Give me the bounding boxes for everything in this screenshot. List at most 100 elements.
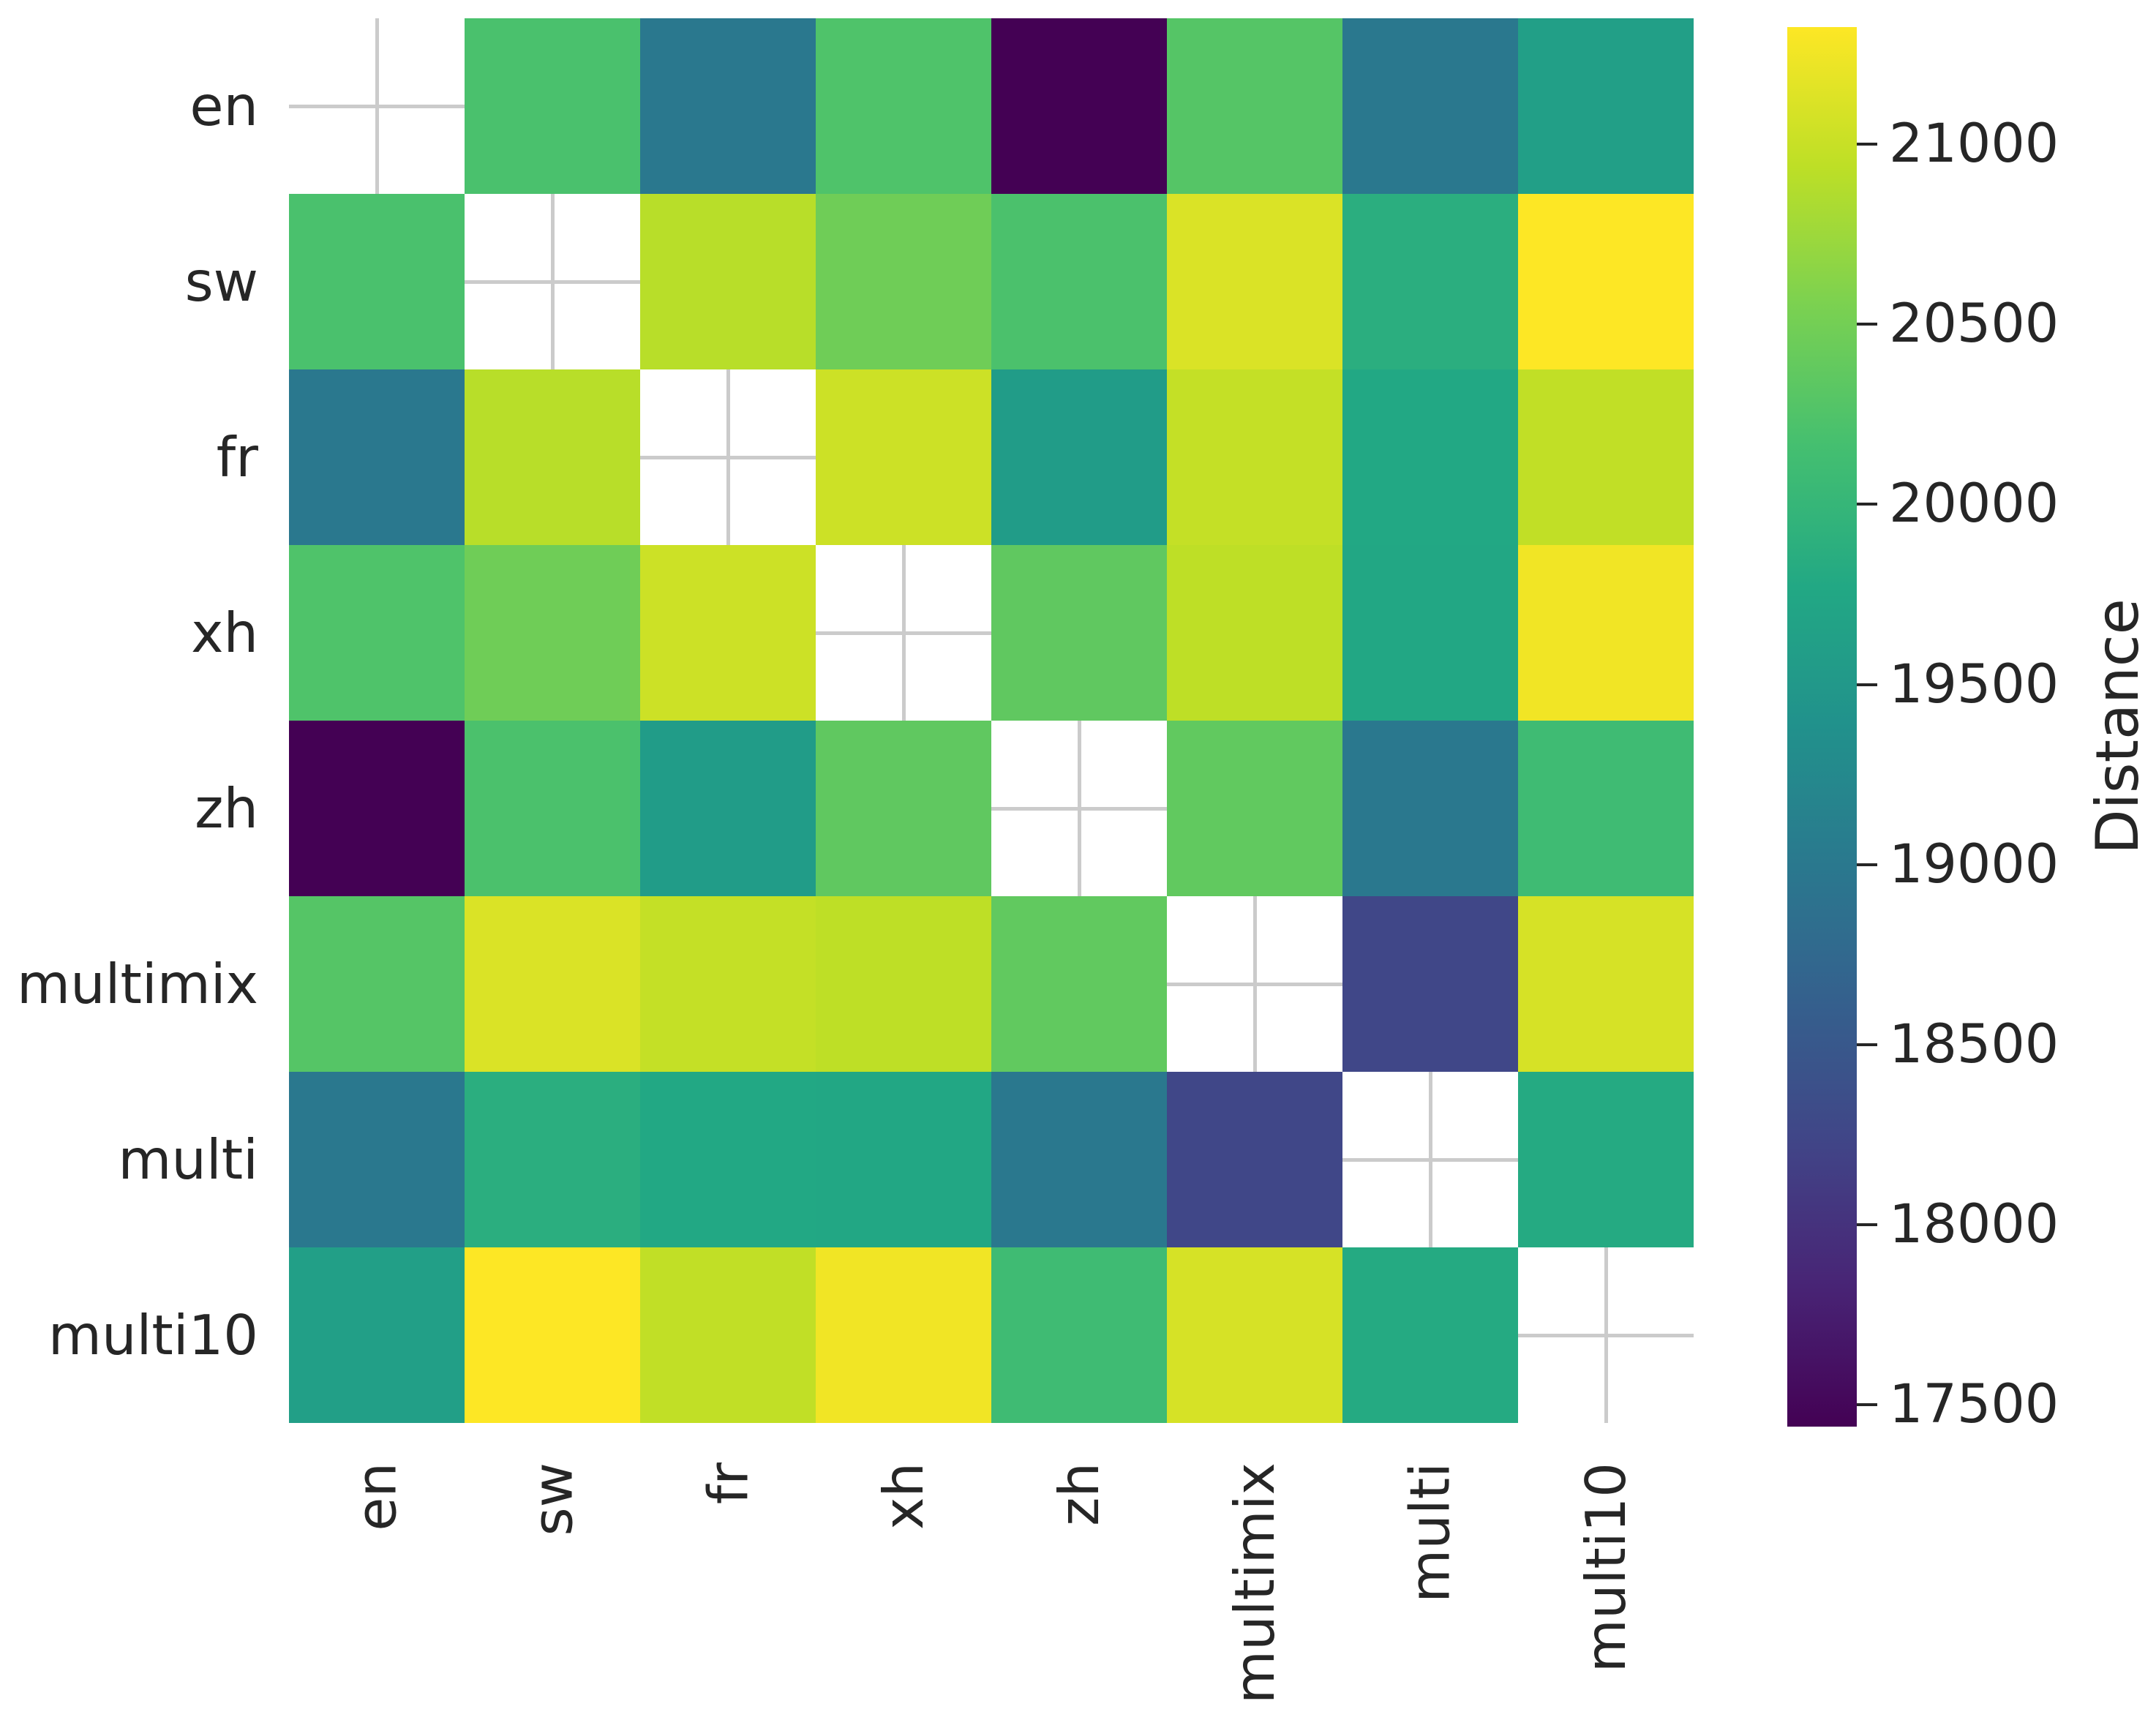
x-label-multimix: multimix	[1222, 1462, 1287, 1704]
cell-multi-zh	[991, 1072, 1167, 1247]
cell-fr-sw	[465, 369, 640, 545]
cell-zh-sw	[465, 721, 640, 896]
cell-sw-multi10	[1518, 194, 1694, 369]
y-label-xh: xh	[191, 601, 258, 665]
colorbar-axis-label: Distance	[2084, 598, 2152, 855]
colorbar-tick-label-19000: 19000	[1889, 833, 2059, 895]
cell-zh-multi10	[1518, 721, 1694, 896]
cell-zh-multimix	[1167, 721, 1342, 896]
y-label-fr: fr	[216, 425, 258, 489]
cell-multi10-fr	[640, 1247, 816, 1423]
cell-multi10-multi10	[1518, 1247, 1694, 1423]
cell-multi10-multimix	[1167, 1247, 1342, 1423]
cell-sw-multimix	[1167, 194, 1342, 369]
colorbar-tick-18500	[1857, 1043, 1877, 1047]
colorbar-tick-18000	[1857, 1223, 1877, 1227]
cell-multi-fr	[640, 1072, 816, 1247]
y-label-multi10: multi10	[48, 1303, 258, 1367]
cell-multi-sw	[465, 1072, 640, 1247]
cell-sw-en	[289, 194, 465, 369]
cell-en-multimix	[1167, 18, 1342, 194]
cell-xh-zh	[991, 545, 1167, 721]
cell-fr-fr	[640, 369, 816, 545]
nan-gridline-v	[1253, 896, 1257, 1072]
cell-en-multi10	[1518, 18, 1694, 194]
colorbar-tick-label-18000: 18000	[1889, 1193, 2059, 1256]
cell-en-en	[289, 18, 465, 194]
cell-multi-xh	[816, 1072, 991, 1247]
nan-gridline-v	[1429, 1072, 1432, 1247]
colorbar-tick-19000	[1857, 863, 1877, 866]
cell-multi10-multi	[1342, 1247, 1518, 1423]
cell-multimix-fr	[640, 896, 816, 1072]
cell-zh-xh	[816, 721, 991, 896]
cell-xh-multimix	[1167, 545, 1342, 721]
nan-gridline-v	[1604, 1247, 1608, 1423]
cell-multimix-multi10	[1518, 896, 1694, 1072]
cell-xh-xh	[816, 545, 991, 721]
cell-sw-xh	[816, 194, 991, 369]
cell-multi10-en	[289, 1247, 465, 1423]
cell-xh-sw	[465, 545, 640, 721]
cell-zh-zh	[991, 721, 1167, 896]
cell-fr-multi	[1342, 369, 1518, 545]
colorbar-tick-20500	[1857, 323, 1877, 326]
colorbar-tick-21000	[1857, 143, 1877, 146]
x-label-sw: sw	[520, 1462, 585, 1536]
x-label-multi: multi	[1398, 1462, 1462, 1603]
nan-gridline-v	[902, 545, 906, 721]
cell-multimix-multi	[1342, 896, 1518, 1072]
y-label-sw: sw	[184, 249, 258, 314]
cell-en-sw	[465, 18, 640, 194]
x-label-xh: xh	[871, 1462, 936, 1530]
cell-sw-fr	[640, 194, 816, 369]
cell-xh-fr	[640, 545, 816, 721]
cell-sw-multi	[1342, 194, 1518, 369]
colorbar-tick-label-17500: 17500	[1889, 1373, 2059, 1436]
cell-fr-xh	[816, 369, 991, 545]
cell-multi10-sw	[465, 1247, 640, 1423]
y-label-en: en	[189, 74, 258, 138]
cell-multimix-en	[289, 896, 465, 1072]
cell-sw-sw	[465, 194, 640, 369]
cell-multi-en	[289, 1072, 465, 1247]
colorbar-tick-label-20000: 20000	[1889, 473, 2059, 536]
colorbar-gradient	[1787, 27, 1857, 1427]
x-label-en: en	[345, 1462, 409, 1531]
cell-multi10-xh	[816, 1247, 991, 1423]
cell-multi-multimix	[1167, 1072, 1342, 1247]
x-label-zh: zh	[1047, 1462, 1111, 1526]
cell-zh-en	[289, 721, 465, 896]
cell-multi-multi10	[1518, 1072, 1694, 1247]
nan-gridline-v	[375, 18, 379, 194]
y-label-multi: multi	[118, 1127, 258, 1192]
cell-xh-multi	[1342, 545, 1518, 721]
nan-gridline-v	[726, 369, 730, 545]
cell-multimix-sw	[465, 896, 640, 1072]
colorbar-tick-label-20500: 20500	[1889, 293, 2059, 356]
cell-multi-multi	[1342, 1072, 1518, 1247]
cell-multimix-zh	[991, 896, 1167, 1072]
cell-en-multi	[1342, 18, 1518, 194]
cell-en-xh	[816, 18, 991, 194]
colorbar-tick-17500	[1857, 1403, 1877, 1407]
cell-en-zh	[991, 18, 1167, 194]
cell-fr-multi10	[1518, 369, 1694, 545]
cell-fr-en	[289, 369, 465, 545]
y-label-zh: zh	[195, 776, 258, 841]
nan-gridline-v	[1078, 721, 1081, 896]
heatmap-grid	[289, 18, 1694, 1423]
cell-en-fr	[640, 18, 816, 194]
colorbar-tick-label-18500: 18500	[1889, 1013, 2059, 1076]
cell-multi10-zh	[991, 1247, 1167, 1423]
cell-fr-zh	[991, 369, 1167, 545]
x-label-multi10: multi10	[1574, 1462, 1638, 1673]
nan-gridline-v	[551, 194, 555, 369]
x-label-fr: fr	[696, 1462, 760, 1505]
cell-xh-multi10	[1518, 545, 1694, 721]
cell-zh-fr	[640, 721, 816, 896]
cell-multimix-xh	[816, 896, 991, 1072]
colorbar-tick-20000	[1857, 503, 1877, 506]
cell-multimix-multimix	[1167, 896, 1342, 1072]
